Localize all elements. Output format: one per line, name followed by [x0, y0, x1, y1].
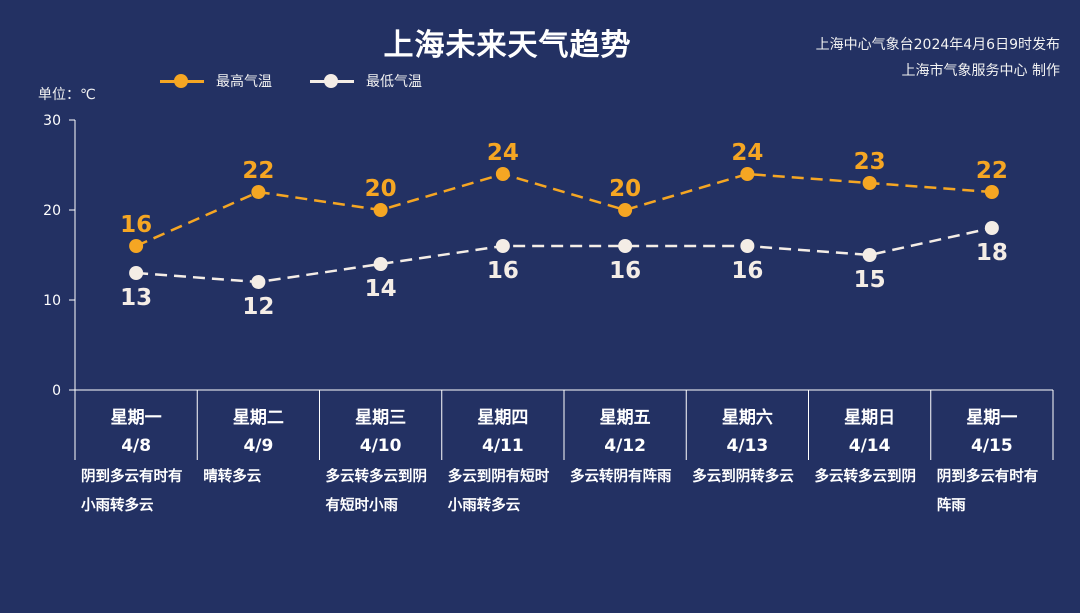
data-label-low: 16 — [731, 258, 763, 284]
data-point-low — [740, 239, 755, 253]
data-point-low — [862, 248, 877, 262]
data-label-low: 12 — [242, 294, 274, 320]
legend-label-high: 最高气温 — [216, 74, 272, 90]
weather-desc-day-1: 阴到多云有时有小雨转多云 — [81, 469, 183, 514]
data-point-high — [618, 203, 633, 217]
data-label-low: 18 — [976, 240, 1008, 266]
unit-label: 单位：℃ — [38, 87, 96, 103]
x-label-weekday: 星期四 — [477, 408, 528, 428]
data-label-high: 24 — [487, 140, 519, 166]
legend-marker-low-icon — [310, 71, 354, 91]
source-issuer: 上海中心气象台2024年4月6日9时发布 — [815, 37, 1060, 53]
data-point-high — [495, 167, 510, 181]
weather-desc-day-6: 多云到阴转多云 — [692, 469, 794, 485]
weather-desc-day-3: 多云转多云到阴有短时小雨 — [325, 469, 428, 514]
data-point-low — [618, 239, 633, 253]
legend-item-low: 最低气温 — [310, 71, 422, 91]
x-label-date: 4/14 — [849, 436, 891, 456]
legend-marker-high-icon — [160, 71, 204, 91]
data-label-high: 20 — [609, 176, 641, 202]
x-label-date: 4/10 — [360, 436, 402, 456]
data-label-high: 22 — [242, 158, 274, 184]
x-label-weekday: 星期六 — [722, 407, 773, 428]
series-line-high — [135, 172, 992, 248]
data-point-low — [984, 221, 999, 235]
data-label-high: 20 — [365, 176, 397, 202]
data-point-high — [129, 239, 144, 253]
x-label-date: 4/12 — [604, 436, 646, 456]
weather-desc-day-8: 阴到多云有时有阵雨 — [936, 469, 1039, 514]
data-label-low: 16 — [487, 258, 519, 284]
source-producer: 上海市气象服务中心 制作 — [901, 63, 1060, 79]
x-label-weekday: 星期日 — [844, 408, 895, 428]
data-label-high: 24 — [731, 140, 763, 166]
x-label-date: 4/8 — [121, 436, 151, 456]
weather-desc-day-2: 晴转多云 — [203, 469, 262, 485]
legend-item-high: 最高气温 — [160, 71, 272, 91]
data-point-low — [373, 257, 388, 271]
data-point-high — [373, 203, 388, 217]
data-point-high — [984, 185, 999, 199]
x-label-date: 4/9 — [243, 436, 273, 456]
data-point-high — [740, 167, 755, 181]
y-tick-label: 30 — [43, 113, 61, 129]
data-point-high — [251, 185, 266, 199]
data-point-low — [129, 266, 144, 280]
data-point-low — [251, 275, 266, 289]
x-label-date: 4/13 — [727, 436, 769, 456]
legend-label-low: 最低气温 — [366, 74, 422, 90]
data-label-high: 23 — [854, 149, 886, 175]
weather-desc-day-7: 多云转多云到阴 — [814, 469, 917, 485]
x-label-weekday: 星期一 — [111, 408, 162, 428]
y-tick-label: 10 — [43, 293, 61, 309]
x-label-weekday: 星期二 — [233, 408, 284, 428]
data-label-low: 13 — [120, 285, 152, 311]
data-label-high: 22 — [976, 158, 1008, 184]
data-label-low: 16 — [609, 258, 641, 284]
x-label-weekday: 星期五 — [600, 408, 651, 428]
series-line-low — [136, 226, 993, 284]
data-label-low: 14 — [365, 276, 397, 302]
data-point-high — [862, 176, 877, 190]
data-label-low: 15 — [854, 267, 886, 293]
x-label-date: 4/15 — [971, 436, 1013, 456]
x-label-weekday: 星期三 — [355, 408, 406, 428]
weather-desc-day-5: 多云转阴有阵雨 — [570, 469, 672, 485]
page-title: 上海未来天气趋势 — [383, 28, 632, 63]
y-tick-label: 20 — [43, 203, 61, 219]
weather-desc-day-4: 多云到阴有短时小雨转多云 — [447, 469, 550, 514]
x-label-date: 4/11 — [482, 436, 524, 456]
x-label-weekday: 星期一 — [966, 408, 1017, 428]
data-point-low — [495, 239, 510, 253]
data-label-high: 16 — [120, 212, 152, 238]
y-tick-label: 0 — [52, 383, 61, 399]
